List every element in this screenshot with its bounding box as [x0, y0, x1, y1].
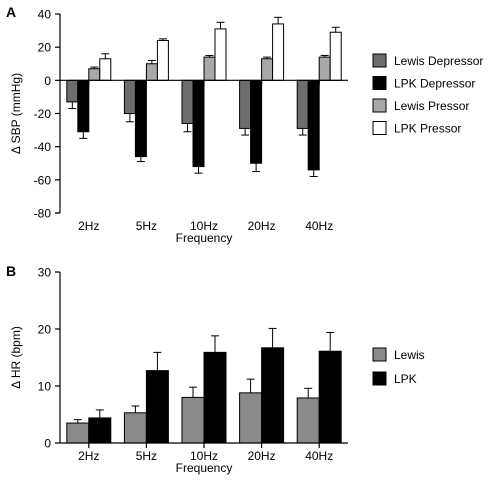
- x-tick-label: 10Hz: [190, 449, 218, 463]
- bar: [156, 40, 169, 81]
- legend-swatch: [372, 53, 387, 68]
- legend-label: LPK Pressor: [394, 122, 461, 136]
- bar: [296, 79, 309, 129]
- bar: [307, 79, 320, 171]
- x-tick-label: 10Hz: [190, 219, 218, 233]
- bar: [203, 56, 216, 81]
- y-axis-label: Δ HR (bpm): [9, 326, 23, 389]
- x-axis-label: Frequency: [176, 231, 233, 245]
- y-tick-label: -80: [34, 207, 52, 221]
- x-tick-label: 2Hz: [78, 449, 99, 463]
- bar: [66, 422, 90, 444]
- bar: [329, 31, 342, 81]
- bar: [123, 79, 136, 115]
- y-tick-label: 0: [44, 437, 51, 451]
- panel-label: B: [6, 263, 16, 279]
- x-tick-label: 5Hz: [136, 219, 157, 233]
- y-tick-label: 20: [38, 41, 52, 55]
- bar: [145, 370, 169, 444]
- y-tick-label: 0: [44, 74, 51, 88]
- legend-swatch: [372, 98, 387, 113]
- bar: [272, 23, 285, 81]
- legend-swatch: [372, 121, 387, 135]
- bar: [203, 351, 227, 444]
- bar: [66, 79, 79, 103]
- y-axis-label: Δ SBP (mmHg): [9, 73, 23, 154]
- chart-panel-a: A 40 20 0 -20 -40 -60 -80 2Hz 5Hz 10Hz 20Hz 40Hz Freq…: [6, 4, 483, 245]
- bar: [214, 28, 227, 81]
- bar: [123, 412, 147, 444]
- x-tick-label: 40Hz: [305, 219, 333, 233]
- bar: [296, 397, 320, 444]
- bar: [88, 417, 112, 444]
- bar: [318, 350, 342, 444]
- chart-panel-b: B 30 20 10 0 2Hz 5Hz 10Hz 20Hz 40Hz Frequency Δ HR …: [6, 263, 425, 475]
- bar: [77, 79, 90, 133]
- y-tick-label: 10: [38, 380, 52, 394]
- y-tick-label: 20: [38, 323, 52, 337]
- y-tick-label: -40: [34, 140, 52, 154]
- y-tick-label: -20: [34, 107, 52, 121]
- x-tick-label: 2Hz: [78, 219, 99, 233]
- legend-swatch: [372, 347, 387, 362]
- y-tick-label: 40: [38, 8, 52, 22]
- legend-label: LPK: [394, 372, 417, 386]
- y-tick-label: 30: [38, 266, 52, 280]
- x-tick-label: 5Hz: [136, 449, 157, 463]
- bar: [239, 79, 252, 129]
- legend-swatch: [372, 76, 387, 90]
- bar: [99, 58, 112, 81]
- legend-label: Lewis Pressor: [394, 99, 469, 113]
- bar: [261, 58, 274, 81]
- bar: [181, 396, 205, 444]
- legend-label: Lewis: [394, 348, 425, 362]
- x-tick-label: 20Hz: [248, 219, 276, 233]
- bar: [261, 347, 285, 444]
- bar: [192, 79, 205, 168]
- bar: [239, 392, 263, 444]
- legend-label: Lewis Depressor: [394, 54, 483, 68]
- bar: [145, 63, 158, 81]
- bar: [88, 68, 101, 81]
- bar: [134, 79, 147, 158]
- panel-label: A: [6, 4, 16, 20]
- y-tick-label: -60: [34, 173, 52, 187]
- x-tick-label: 20Hz: [248, 449, 276, 463]
- legend-swatch: [372, 371, 387, 386]
- x-tick-label: 40Hz: [305, 449, 333, 463]
- x-axis-label: Frequency: [176, 461, 233, 475]
- legend-label: LPK Depressor: [394, 77, 475, 91]
- bar: [318, 56, 331, 81]
- bar: [181, 79, 194, 124]
- bar: [250, 79, 263, 164]
